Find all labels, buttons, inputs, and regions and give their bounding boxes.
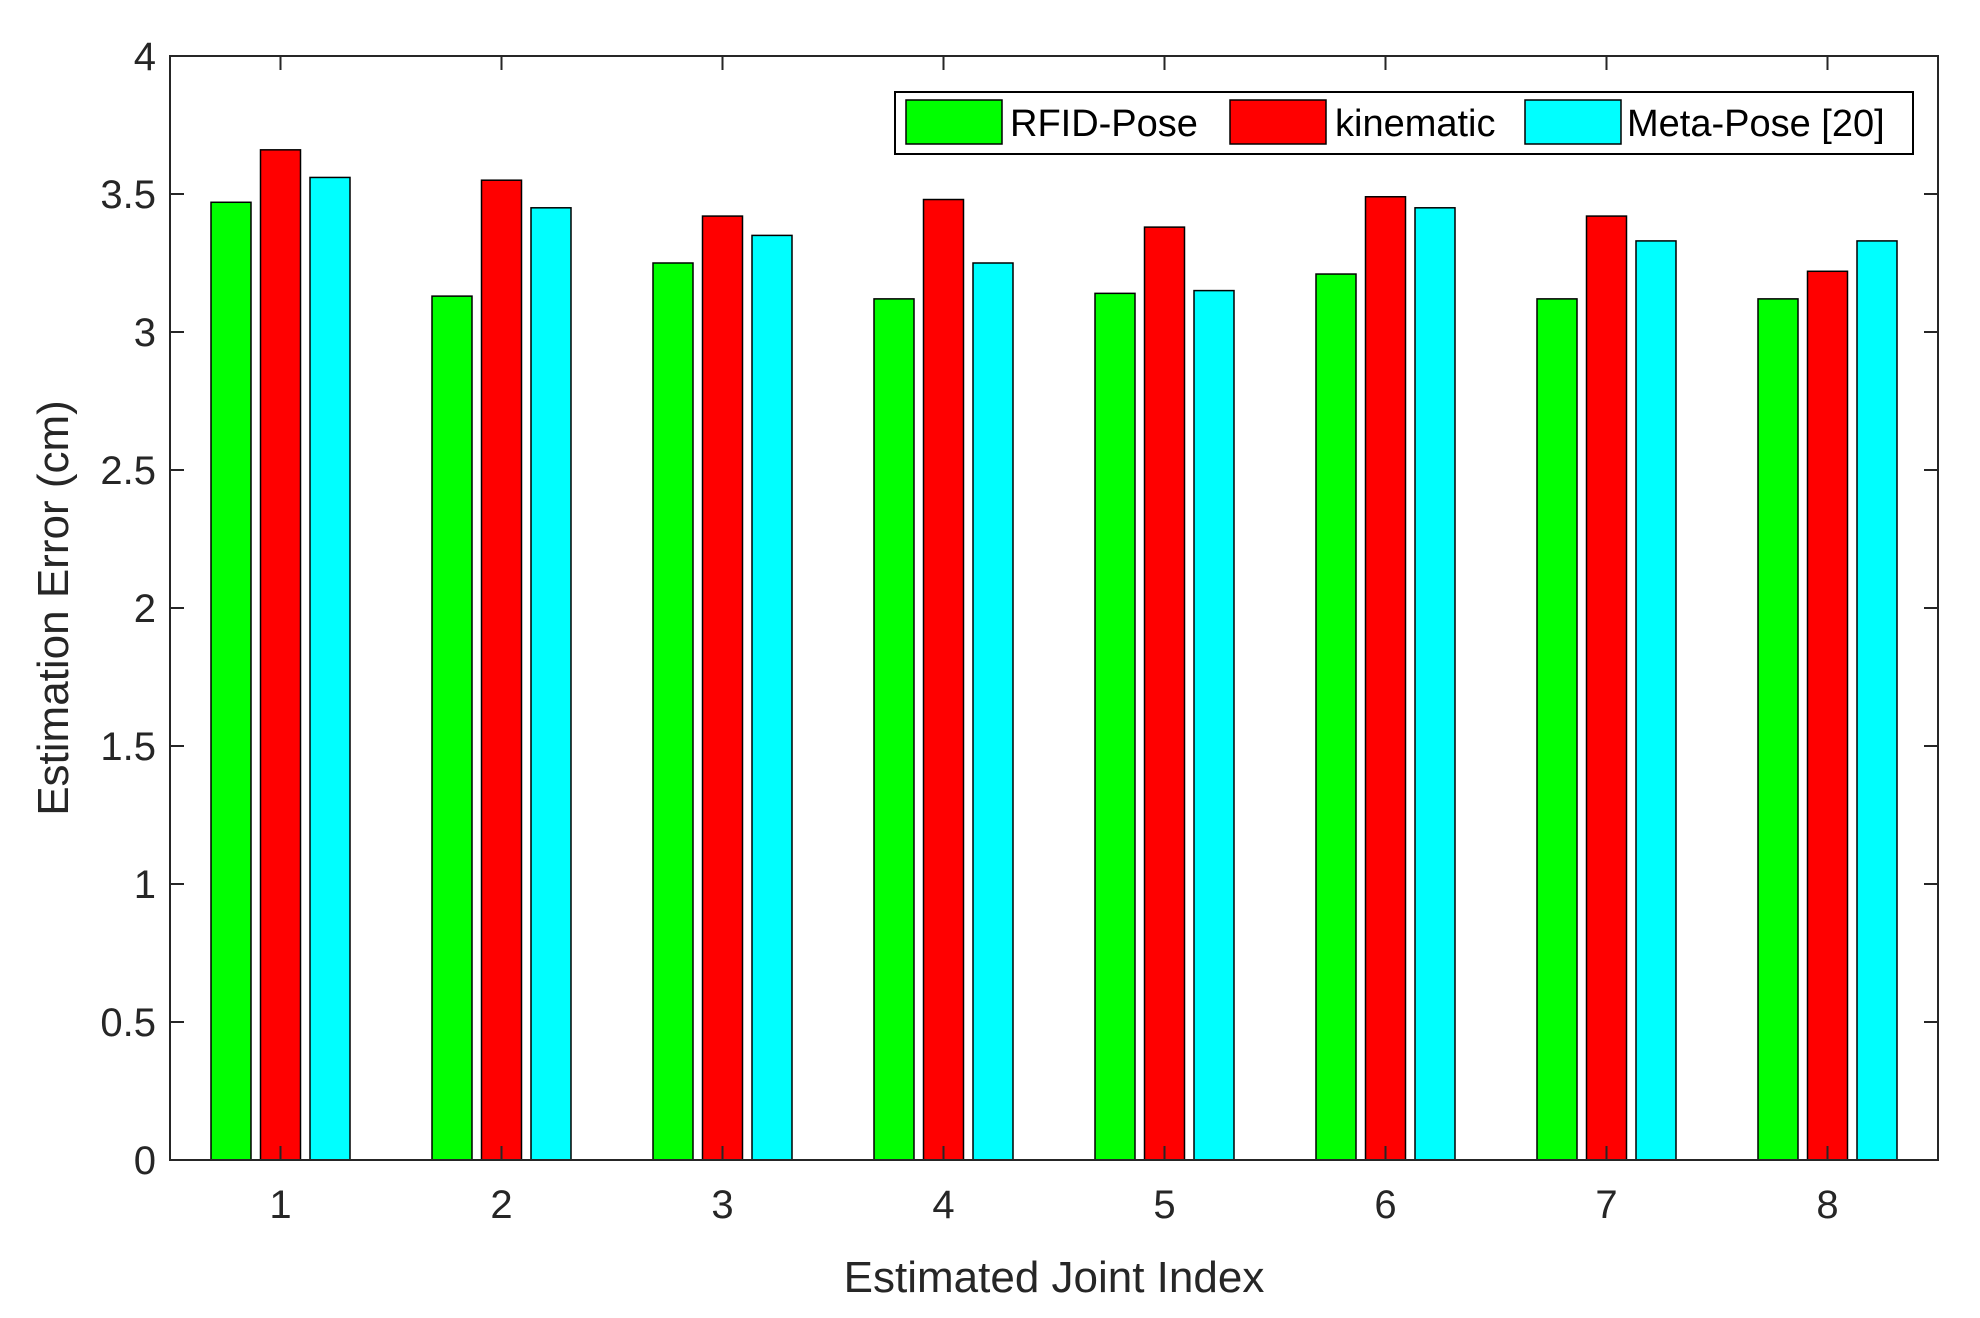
y-tick-label: 1: [134, 863, 156, 907]
x-tick-label: 8: [1816, 1183, 1838, 1227]
x-tick-label: 3: [711, 1183, 733, 1227]
bar-meta-pose-20-8: [1856, 240, 1898, 1161]
legend-swatch-rfid-pose: [905, 99, 1003, 145]
bar-kinematic-6: [1364, 196, 1407, 1161]
bar-kinematic-7: [1585, 215, 1628, 1161]
legend[interactable]: RFID-Pose kinematic Meta-Pose [20]: [894, 91, 1914, 155]
legend-box: [894, 91, 1914, 155]
x-tick-label: 5: [1153, 1183, 1175, 1227]
bar-rfid-pose-6: [1315, 273, 1357, 1161]
x-tick-label: 4: [932, 1183, 954, 1227]
bar-meta-pose-20-3: [751, 234, 793, 1161]
bar-rfid-pose-4: [873, 298, 915, 1161]
x-tick-label: 2: [490, 1183, 512, 1227]
bar-kinematic-1: [259, 149, 302, 1161]
bar-kinematic-2: [480, 179, 523, 1161]
y-tick-label: 4: [134, 35, 156, 79]
y-tick-label: 0: [134, 1139, 156, 1183]
x-tick-label: 6: [1374, 1183, 1396, 1227]
bar-rfid-pose-5: [1094, 292, 1136, 1161]
bar-meta-pose-20-2: [530, 207, 572, 1161]
bar-kinematic-5: [1143, 226, 1186, 1161]
x-tick-label: 1: [269, 1183, 291, 1227]
bar-kinematic-8: [1806, 270, 1849, 1161]
x-axis-label: Estimated Joint Index: [844, 1253, 1265, 1302]
legend-label-rfid-pose: RFID-Pose: [1010, 103, 1198, 145]
y-axis-label: Estimation Error (cm): [29, 400, 78, 816]
y-tick-label: 2.5: [100, 449, 156, 493]
ticks-layer: 0 0.5 1 1.5 2 2.5 3 3.5 4 1 2 3 4 5 6 7 8: [100, 35, 1938, 1227]
bar-meta-pose-20-5: [1193, 289, 1235, 1161]
legend-swatch-meta-pose: [1524, 99, 1622, 145]
bar-meta-pose-20-7: [1635, 240, 1677, 1161]
y-tick-label: 3: [134, 311, 156, 355]
bar-kinematic-4: [922, 198, 965, 1161]
legend-label-meta-pose: Meta-Pose [20]: [1627, 103, 1885, 145]
legend-swatch-kinematic: [1229, 99, 1327, 145]
bar-rfid-pose-2: [431, 295, 473, 1161]
bar-rfid-pose-1: [210, 201, 252, 1161]
y-tick-label: 1.5: [100, 725, 156, 769]
bar-kinematic-3: [701, 215, 744, 1161]
bar-meta-pose-20-4: [972, 262, 1014, 1161]
bar-rfid-pose-3: [652, 262, 694, 1161]
bar-meta-pose-20-1: [309, 176, 351, 1161]
bar-rfid-pose-7: [1536, 298, 1578, 1161]
x-tick-label: 7: [1595, 1183, 1617, 1227]
bar-meta-pose-20-6: [1414, 207, 1456, 1161]
bar-rfid-pose-8: [1757, 298, 1799, 1161]
bars-layer: [210, 149, 1898, 1161]
y-tick-label: 3.5: [100, 173, 156, 217]
y-tick-label: 0.5: [100, 1001, 156, 1045]
y-tick-label: 2: [134, 587, 156, 631]
plot-area-frame: [169, 55, 1939, 1161]
legend-label-kinematic: kinematic: [1335, 103, 1496, 145]
